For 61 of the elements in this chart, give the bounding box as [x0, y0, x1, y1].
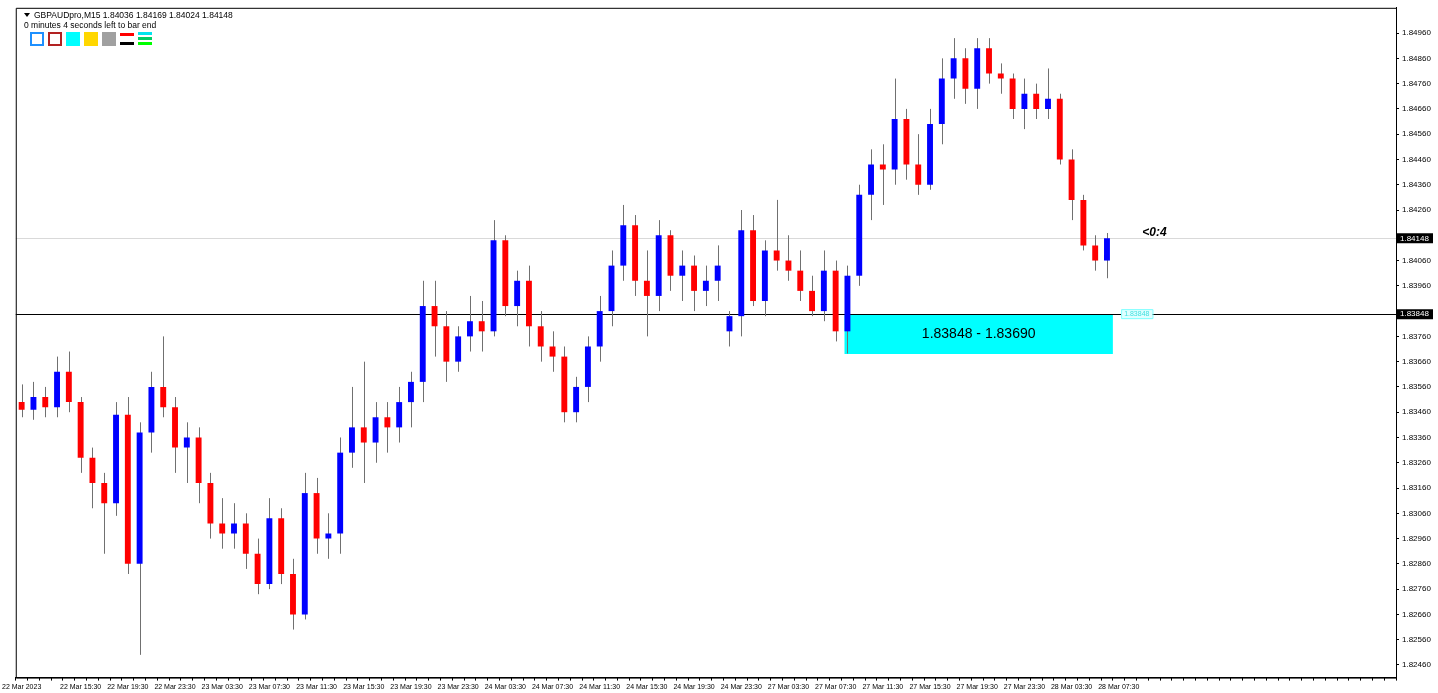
- candlestick: [643, 249, 650, 337]
- y-tick-label: 1.84560: [1402, 129, 1432, 139]
- candlestick: [1045, 67, 1051, 120]
- y-tick-label: 1.84360: [1402, 179, 1432, 189]
- y-tick-label: 1.83160: [1402, 483, 1432, 493]
- y-tick-label: 1.84260: [1402, 205, 1432, 215]
- y-tick-label: 1.82960: [1402, 533, 1432, 543]
- y-tick-label: 1.84060: [1402, 255, 1432, 265]
- y-tick-label: 1.82560: [1402, 634, 1432, 644]
- candlestick: [42, 386, 49, 418]
- y-tick-label: 1.83560: [1402, 382, 1432, 392]
- y-tick-label: 1.82760: [1402, 584, 1432, 594]
- y-tick-label: 1.83360: [1402, 432, 1432, 442]
- candlestick: [160, 335, 167, 418]
- candlestick: [325, 512, 332, 560]
- annotation: <0:4: [1142, 225, 1168, 240]
- ref-line-label: 1.84148: [1400, 233, 1430, 243]
- candlestick: [384, 401, 391, 454]
- y-tick-label: 1.84960: [1402, 28, 1432, 38]
- candlestick: [702, 265, 709, 307]
- candlestick: [1021, 78, 1028, 130]
- y-tick-label: 1.83460: [1402, 407, 1432, 417]
- candlestick: [549, 330, 556, 373]
- y-tick-label: 1.83260: [1402, 457, 1432, 467]
- candlestick: [219, 497, 226, 550]
- candlestick: [231, 502, 237, 550]
- candlestick: [1092, 234, 1099, 272]
- y-tick-label: 1.82460: [1402, 660, 1432, 670]
- y-tick-label: 1.83960: [1402, 281, 1432, 291]
- ref-line-label: 1.83848: [1400, 309, 1430, 319]
- y-tick-label: 1.82860: [1402, 559, 1432, 569]
- candlestick: [809, 275, 815, 317]
- chart-title: GBPAUDpro,M15 1.84036 1.84169 1.84024 1.84148: [34, 10, 233, 20]
- candlestick: [915, 133, 922, 196]
- candlestick: [950, 37, 957, 100]
- candlestick: [101, 472, 108, 555]
- candlestick: [714, 244, 721, 302]
- candlestick: [18, 383, 25, 418]
- candlestick: [679, 249, 686, 302]
- candlestick: [773, 199, 780, 272]
- candlestick: [1033, 83, 1040, 120]
- candlestick: [1104, 232, 1110, 279]
- y-tick-label: 1.82660: [1402, 609, 1432, 619]
- y-tick-label: 1.83060: [1402, 508, 1432, 518]
- band-label: 1.83848 - 1.83690: [921, 324, 1036, 341]
- candlestick: [997, 62, 1004, 95]
- y-tick-label: 1.84660: [1402, 104, 1432, 114]
- y-tick-label: 1.84760: [1402, 78, 1432, 88]
- y-tick-label: 1.84860: [1402, 53, 1432, 63]
- text: 0 minutes 4 seconds left to bar end: [24, 20, 157, 30]
- y-tick-label: 1.83660: [1402, 356, 1432, 366]
- candlestick: [478, 300, 485, 353]
- candlestick: [797, 249, 804, 302]
- candlestick: [466, 295, 473, 353]
- y-tick-label: 1.83760: [1402, 331, 1432, 341]
- y-tick-label: 1.84460: [1402, 154, 1432, 164]
- candlestick: [408, 371, 414, 428]
- candlestick: [879, 143, 886, 206]
- candlestick: [360, 361, 367, 484]
- candlestick: [537, 310, 544, 363]
- candlestick: [183, 421, 190, 484]
